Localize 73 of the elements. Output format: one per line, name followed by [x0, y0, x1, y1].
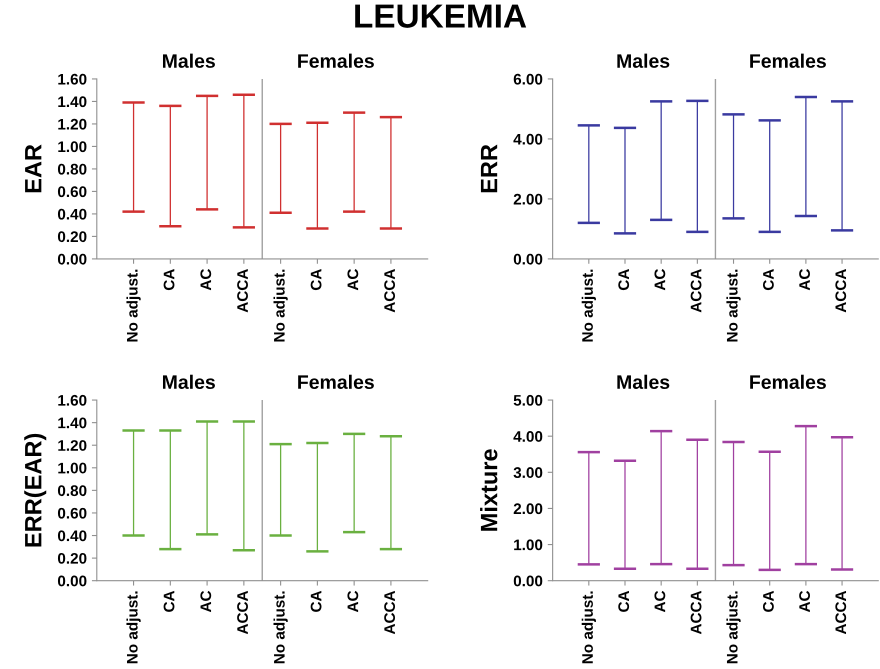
x-tick-label: AC — [347, 590, 358, 612]
y-tick-label: 0.00 — [58, 254, 86, 265]
y-axis-title: EAR — [25, 144, 42, 192]
x-tick-label: CA — [310, 269, 322, 290]
y-tick-label: 1.00 — [514, 539, 542, 550]
x-tick-label: AC — [799, 269, 810, 290]
x-tick-label: CA — [164, 269, 174, 290]
x-tick-label: No adjust. — [726, 591, 741, 664]
y-tick-label: 2.00 — [514, 503, 542, 514]
x-tick-label: AC — [654, 590, 666, 612]
y-tick-label: 3.00 — [514, 467, 542, 478]
x-tick-label: No adjust. — [126, 591, 141, 664]
y-axis-title: Mixture — [480, 449, 498, 531]
y-tick-label: 1.60 — [58, 74, 86, 85]
y-tick-label: 0.00 — [58, 576, 86, 586]
x-tick-label: AC — [347, 269, 358, 290]
y-tick-label: 0.20 — [58, 552, 86, 564]
y-tick-label: 1.00 — [58, 462, 86, 474]
y-tick-label: 1.40 — [58, 96, 86, 108]
text: Males — [162, 374, 215, 389]
y-tick-label: 1.20 — [58, 440, 86, 451]
x-tick-label: AC — [799, 590, 810, 612]
y-tick-label: 0.80 — [58, 485, 86, 496]
y-tick-label: 0.20 — [58, 231, 86, 242]
chart-title: LEUKEMIA — [355, 4, 526, 28]
x-tick-label: ACCA — [690, 269, 702, 312]
text: Females — [750, 374, 826, 389]
y-tick-label: 0.80 — [58, 164, 86, 175]
x-tick-label: ACCA — [384, 590, 396, 634]
y-tick-label: 0.40 — [58, 208, 86, 220]
text: Males — [617, 374, 670, 389]
text: Females — [298, 374, 374, 389]
y-tick-label: 0.40 — [58, 530, 86, 542]
y-tick-label: 1.20 — [58, 118, 86, 130]
x-tick-label: CA — [164, 590, 174, 612]
x-tick-label: AC — [200, 269, 212, 290]
x-tick-label: No adjust. — [726, 270, 741, 342]
x-tick-label: ACCA — [237, 269, 248, 312]
x-tick-label: CA — [762, 590, 774, 612]
y-tick-label: 1.00 — [58, 141, 86, 152]
x-tick-label: AC — [654, 269, 666, 290]
x-tick-label: CA — [762, 269, 774, 290]
y-tick-label: 1.60 — [58, 394, 86, 406]
y-axis-title: ERR(EAR) — [24, 434, 46, 547]
y-tick-label: 4.00 — [513, 134, 542, 145]
y-tick-label: 2.00 — [514, 194, 542, 205]
text: Females — [750, 54, 826, 68]
y-tick-label: 0.00 — [514, 254, 542, 265]
text: Males — [617, 54, 670, 68]
x-tick-label: ACCA — [835, 590, 846, 634]
y-axis-title: ERR — [480, 144, 498, 192]
y-tick-label: 6.00 — [514, 74, 542, 85]
x-tick-label: No adjust. — [582, 270, 596, 342]
x-tick-label: CA — [618, 269, 630, 290]
y-tick-label: 4.00 — [513, 431, 542, 442]
x-tick-label: AC — [200, 590, 212, 612]
x-tick-label: No adjust. — [126, 270, 141, 342]
y-tick-label: 5.00 — [514, 394, 542, 406]
text: Females — [298, 54, 374, 68]
x-tick-label: ACCA — [690, 590, 702, 634]
x-tick-label: No adjust. — [582, 591, 596, 664]
x-tick-label: ACCA — [384, 269, 396, 312]
x-tick-label: ACCA — [237, 590, 248, 634]
y-tick-label: 0.60 — [58, 186, 86, 198]
x-tick-label: No adjust. — [274, 270, 288, 342]
y-tick-label: 0.60 — [58, 508, 86, 519]
y-tick-label: 1.40 — [58, 418, 86, 428]
y-tick-label: 0.00 — [514, 576, 542, 586]
text: Males — [162, 54, 215, 68]
x-tick-label: No adjust. — [274, 591, 288, 664]
x-tick-label: CA — [310, 590, 322, 612]
x-tick-label: CA — [618, 590, 630, 612]
x-tick-label: ACCA — [835, 269, 846, 312]
